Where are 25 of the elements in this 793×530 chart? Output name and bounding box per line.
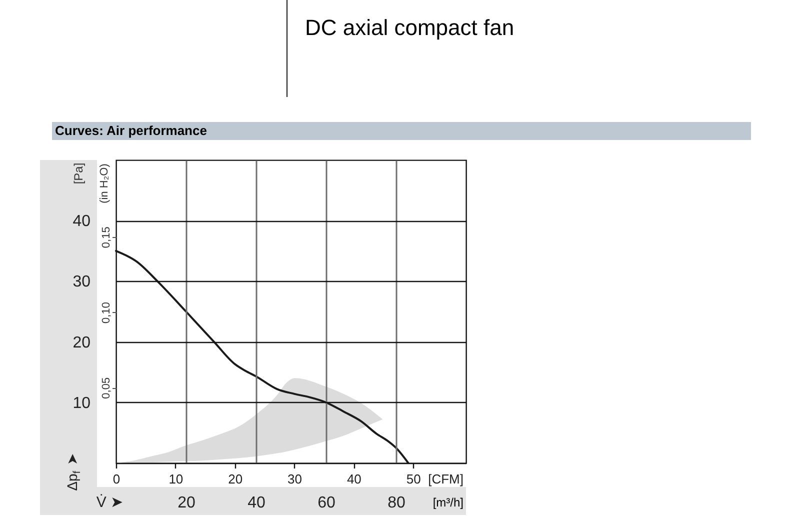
chart-subtitle: Curves: Air performance — [55, 123, 207, 138]
x2-tick-label: 30 — [288, 472, 302, 486]
y2-axis-title: (in H₂O) — [98, 164, 110, 204]
y-tick-label: 20 — [72, 334, 91, 352]
x-tick-label: 20 — [178, 494, 196, 512]
y-tick-label: 30 — [72, 274, 91, 291]
x2-axis-title: [CFM] — [428, 472, 464, 486]
x2-tick-label: 20 — [228, 472, 243, 486]
x2-tick-label: 0 — [112, 472, 120, 486]
y-axis-title: [Pa] — [72, 162, 86, 184]
y-tick-label: 40 — [72, 213, 91, 230]
text: Δpf ➤ — [64, 452, 83, 491]
x-axis-title: [m³/h] — [432, 496, 464, 510]
y2-tick-label: 0,05 — [100, 377, 112, 399]
chart-title: DC axial compact fan — [305, 15, 514, 40]
x-tick-label: 40 — [248, 494, 266, 512]
x-tick-label: 60 — [318, 494, 336, 512]
y2-tick-label: 0,15 — [100, 226, 112, 248]
x2-tick-label: 50 — [406, 472, 421, 486]
x2-tick-label: 40 — [346, 472, 362, 486]
x2-tick-label: 10 — [168, 472, 184, 486]
y-tick-label: 10 — [72, 394, 91, 412]
x-tick-label: 80 — [388, 494, 406, 512]
y2-tick-label: 0,10 — [100, 302, 112, 324]
text: V̇ ➤ — [96, 494, 124, 511]
